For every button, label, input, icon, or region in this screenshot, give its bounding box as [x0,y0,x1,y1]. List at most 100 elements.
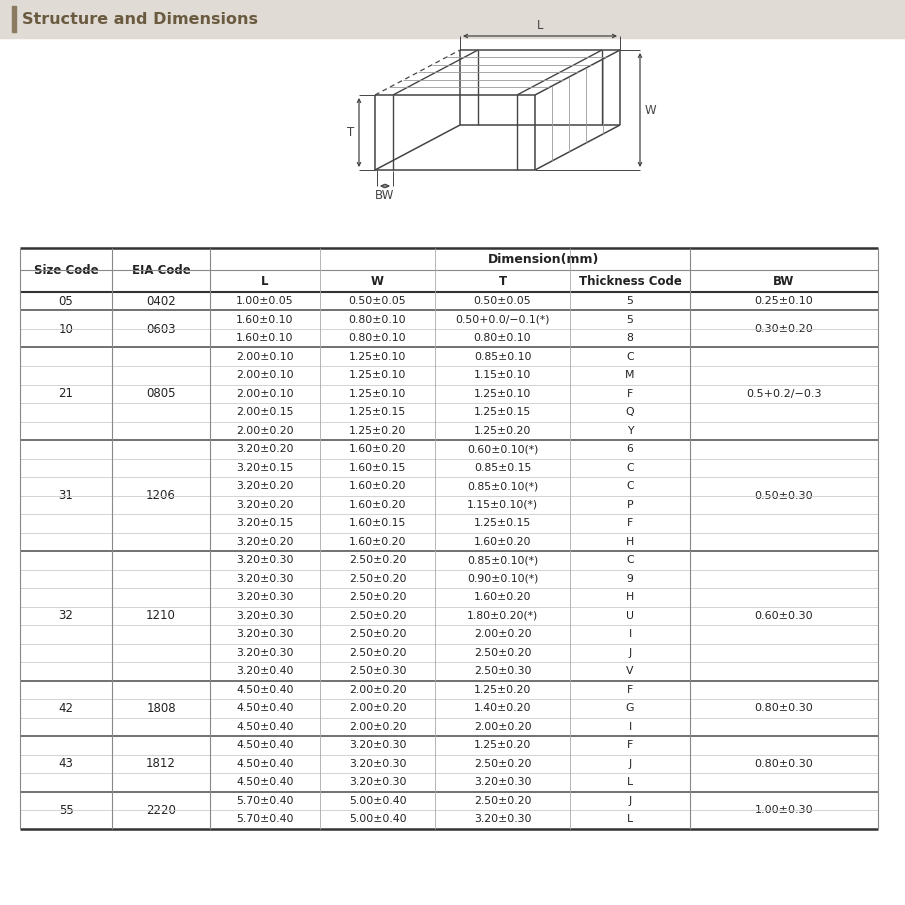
Text: 1.60±0.15: 1.60±0.15 [348,519,406,529]
Text: F: F [627,740,634,750]
Text: 4.50±0.40: 4.50±0.40 [236,758,294,768]
Text: Dimension(mm): Dimension(mm) [489,252,600,265]
Text: 0.80±0.10: 0.80±0.10 [473,333,531,343]
Text: 1.25±0.10: 1.25±0.10 [348,370,406,380]
Text: 4.50±0.40: 4.50±0.40 [236,740,294,750]
Text: 0.85±0.15: 0.85±0.15 [474,462,531,472]
Text: 3.20±0.15: 3.20±0.15 [236,519,294,529]
Text: 0.50±0.05: 0.50±0.05 [473,296,531,306]
Text: 3.20±0.30: 3.20±0.30 [348,740,406,750]
Text: 0603: 0603 [147,322,176,336]
Text: M: M [625,370,634,380]
Text: 05: 05 [59,295,73,308]
Text: 1.60±0.15: 1.60±0.15 [348,462,406,472]
Text: 1.25±0.15: 1.25±0.15 [474,519,531,529]
Text: 1.60±0.20: 1.60±0.20 [348,500,406,510]
Text: H: H [626,537,634,547]
Text: 2.00±0.10: 2.00±0.10 [236,370,294,380]
Text: 2.50±0.20: 2.50±0.20 [348,556,406,566]
Text: 4.50±0.40: 4.50±0.40 [236,685,294,695]
Text: 1.25±0.10: 1.25±0.10 [474,389,531,399]
Text: 0.5+0.2/−0.3: 0.5+0.2/−0.3 [747,389,822,399]
Text: 1.25±0.20: 1.25±0.20 [474,685,531,695]
Text: 2.50±0.20: 2.50±0.20 [348,648,406,658]
Text: 1.60±0.20: 1.60±0.20 [348,444,406,454]
Text: H: H [626,592,634,602]
Text: I: I [628,722,632,732]
Text: 0.85±0.10(*): 0.85±0.10(*) [467,481,538,491]
Text: I: I [628,629,632,639]
Text: 0.50+0.0/−0.1(*): 0.50+0.0/−0.1(*) [455,315,549,325]
Text: 5.00±0.40: 5.00±0.40 [348,814,406,824]
Text: 1808: 1808 [147,701,176,715]
Text: 1.60±0.10: 1.60±0.10 [236,315,294,325]
Text: 1.15±0.10: 1.15±0.10 [474,370,531,380]
Text: 4.50±0.40: 4.50±0.40 [236,703,294,713]
Text: 1.60±0.20: 1.60±0.20 [348,481,406,491]
Text: 21: 21 [59,387,73,400]
Text: 3.20±0.30: 3.20±0.30 [236,629,294,639]
Text: 0.80±0.10: 0.80±0.10 [348,315,406,325]
Text: F: F [627,519,634,529]
Text: 43: 43 [59,757,73,770]
Text: 1.60±0.20: 1.60±0.20 [348,537,406,547]
Text: 1.25±0.10: 1.25±0.10 [348,352,406,362]
Text: W: W [371,274,384,288]
Text: 55: 55 [59,804,73,816]
Text: 1.00±0.30: 1.00±0.30 [755,805,814,815]
Text: BW: BW [376,189,395,202]
Text: 42: 42 [59,701,73,715]
Text: 1210: 1210 [146,609,176,623]
Text: 3.20±0.30: 3.20±0.30 [348,777,406,787]
Text: 8: 8 [626,333,634,343]
Text: 0805: 0805 [147,387,176,400]
Text: 1.25±0.20: 1.25±0.20 [474,740,531,750]
Text: 4.50±0.40: 4.50±0.40 [236,722,294,732]
Text: 31: 31 [59,489,73,502]
Text: J: J [628,795,632,805]
Text: 0.60±0.30: 0.60±0.30 [755,611,814,621]
Text: 1.60±0.20: 1.60±0.20 [473,592,531,602]
Text: 5.70±0.40: 5.70±0.40 [236,814,294,824]
Text: 1.00±0.05: 1.00±0.05 [236,296,294,306]
Text: 2.50±0.20: 2.50±0.20 [473,795,531,805]
Text: 5.00±0.40: 5.00±0.40 [348,795,406,805]
Text: 0.85±0.10(*): 0.85±0.10(*) [467,556,538,566]
Text: 0.25±0.10: 0.25±0.10 [755,296,814,306]
Text: 2220: 2220 [146,804,176,816]
Text: 2.50±0.20: 2.50±0.20 [348,592,406,602]
Text: 1.80±0.20(*): 1.80±0.20(*) [467,611,538,621]
Text: 1.25±0.15: 1.25±0.15 [348,407,406,417]
Text: 2.00±0.10: 2.00±0.10 [236,352,294,362]
Text: L: L [627,777,634,787]
Text: Structure and Dimensions: Structure and Dimensions [22,12,258,26]
Text: G: G [626,703,634,713]
Text: W: W [645,103,657,117]
Text: 1812: 1812 [146,757,176,770]
Text: 0.85±0.10: 0.85±0.10 [473,352,531,362]
Text: Q: Q [625,407,634,417]
Text: 3.20±0.15: 3.20±0.15 [236,462,294,472]
Text: 2.50±0.20: 2.50±0.20 [473,648,531,658]
Text: 2.50±0.20: 2.50±0.20 [348,629,406,639]
Text: 2.00±0.20: 2.00±0.20 [348,703,406,713]
Text: U: U [626,611,634,621]
Text: 2.00±0.15: 2.00±0.15 [236,407,294,417]
Text: L: L [262,274,269,288]
Text: 2.00±0.10: 2.00±0.10 [236,389,294,399]
Text: 1.60±0.20: 1.60±0.20 [473,537,531,547]
Text: 5.70±0.40: 5.70±0.40 [236,795,294,805]
Text: 1.60±0.10: 1.60±0.10 [236,333,294,343]
Text: 3.20±0.40: 3.20±0.40 [236,666,294,676]
Text: 3.20±0.30: 3.20±0.30 [473,814,531,824]
Text: C: C [626,481,634,491]
Text: 2.00±0.20: 2.00±0.20 [348,722,406,732]
Text: C: C [626,462,634,472]
Text: 0.30±0.20: 0.30±0.20 [755,324,814,334]
Text: Y: Y [627,425,634,435]
Text: 2.00±0.20: 2.00±0.20 [473,629,531,639]
Text: J: J [628,648,632,658]
Text: 6: 6 [626,444,634,454]
Text: 3.20±0.30: 3.20±0.30 [236,556,294,566]
Text: F: F [627,685,634,695]
